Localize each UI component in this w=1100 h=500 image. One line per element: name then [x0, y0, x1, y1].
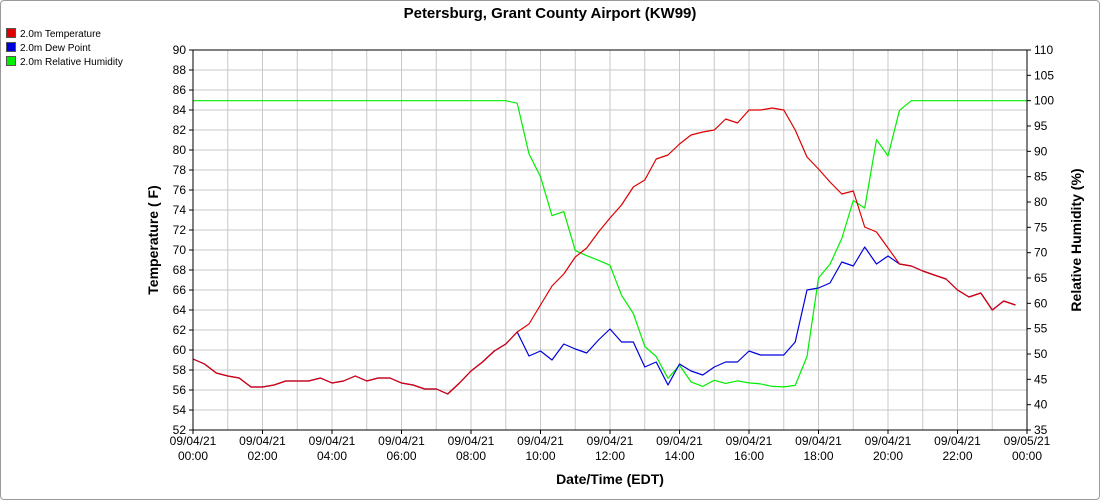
- tick-label-x-date: 09/04/21: [309, 434, 356, 448]
- tick-label-x-time: 00:00: [1012, 449, 1042, 463]
- legend-label-humidity: 2.0m Relative Humidity: [20, 57, 123, 68]
- tick-label-x-date: 09/04/21: [656, 434, 703, 448]
- series-line-temperature: [192, 107, 1016, 395]
- series-line-dew-point: [192, 246, 1016, 395]
- tick-label-right: 35: [1034, 423, 1048, 437]
- tick-label-left: 84: [173, 103, 187, 117]
- tick-label-x-date: 09/04/21: [587, 434, 634, 448]
- tick-label-left: 66: [173, 283, 187, 297]
- y-axis-label-right: Relative Humidity (%): [1068, 168, 1084, 311]
- tick-label-x-date: 09/05/21: [1004, 434, 1051, 448]
- tick-label-x-time: 02:00: [247, 449, 277, 463]
- tick-label-left: 60: [173, 343, 187, 357]
- tick-label-left: 86: [173, 83, 187, 97]
- y-axis-label-left: Temperature ( F): [145, 185, 161, 294]
- tick-label-x-time: 20:00: [873, 449, 903, 463]
- tick-label-left: 56: [173, 383, 187, 397]
- tick-label-left: 90: [173, 43, 187, 57]
- tick-label-x-date: 09/04/21: [517, 434, 564, 448]
- tick-label-right: 90: [1034, 144, 1048, 158]
- legend-swatch-temperature: [6, 28, 16, 38]
- tick-label-left: 78: [173, 163, 187, 177]
- tick-label-left: 74: [173, 203, 187, 217]
- tick-label-right: 110: [1034, 43, 1053, 57]
- tick-label-right: 95: [1034, 119, 1048, 133]
- legend-item-temperature: 2.0m Temperature: [6, 28, 123, 42]
- tick-label-x-time: 18:00: [803, 449, 833, 463]
- tick-label-x-time: 06:00: [386, 449, 416, 463]
- tick-label-x-time: 22:00: [942, 449, 972, 463]
- tick-label-x-date: 09/04/21: [726, 434, 773, 448]
- tick-label-left: 76: [173, 183, 187, 197]
- tick-label-left: 52: [173, 423, 187, 437]
- tick-label-x-date: 09/04/21: [865, 434, 912, 448]
- legend-label-dew-point: 2.0m Dew Point: [20, 43, 91, 54]
- tick-label-right: 50: [1034, 347, 1048, 361]
- legend-swatch-dew-point: [6, 42, 16, 52]
- tick-label-x-time: 08:00: [456, 449, 486, 463]
- tick-label-left: 72: [173, 223, 187, 237]
- tick-label-x-time: 16:00: [734, 449, 764, 463]
- chart-title: Petersburg, Grant County Airport (KW99): [403, 5, 697, 22]
- series-layer: [192, 100, 1027, 395]
- tick-label-left: 58: [173, 363, 187, 377]
- tick-label-left: 82: [173, 123, 187, 137]
- tick-label-x-date: 09/04/21: [448, 434, 495, 448]
- tick-label-x-time: 04:00: [317, 449, 347, 463]
- tick-label-x-date: 09/04/21: [378, 434, 425, 448]
- tick-label-x-date: 09/04/21: [170, 434, 217, 448]
- tick-label-left: 68: [173, 263, 187, 277]
- tick-label-left: 80: [173, 143, 187, 157]
- tick-label-right: 55: [1034, 322, 1048, 336]
- legend-item-humidity: 2.0m Relative Humidity: [6, 56, 123, 70]
- tick-label-right: 70: [1034, 246, 1048, 260]
- grid: [192, 49, 1028, 431]
- tick-label-right: 80: [1034, 195, 1048, 209]
- legend-label-temperature: 2.0m Temperature: [20, 29, 101, 40]
- tick-label-x-time: 14:00: [664, 449, 694, 463]
- tick-label-x-time: 12:00: [595, 449, 625, 463]
- tick-label-right: 45: [1034, 372, 1048, 386]
- x-axis-label: Date/Time (EDT): [556, 471, 664, 487]
- legend-swatch-humidity: [6, 56, 16, 66]
- tick-label-left: 70: [173, 243, 187, 257]
- tick-label-right: 40: [1034, 398, 1048, 412]
- legend-item-dew-point: 2.0m Dew Point: [6, 42, 123, 56]
- tick-label-left: 64: [173, 303, 187, 317]
- tick-label-right: 85: [1034, 170, 1048, 184]
- tick-label-x-date: 09/04/21: [934, 434, 981, 448]
- axis-ticks: 52 54 56 58 60 62 64 66 68 70 72 74 76 78 80 82 84 86 88 90…: [170, 43, 1055, 463]
- tick-label-x-time: 00:00: [178, 449, 208, 463]
- legend: 2.0m Temperature 2.0m Dew Point 2.0m Rel…: [6, 28, 123, 70]
- tick-label-right: 75: [1034, 220, 1048, 234]
- series-line-relative-humidity: [193, 100, 1027, 388]
- tick-label-right: 60: [1034, 296, 1048, 310]
- tick-label-right: 105: [1034, 68, 1054, 82]
- tick-label-right: 65: [1034, 271, 1048, 285]
- tick-label-right: 100: [1034, 94, 1054, 108]
- tick-label-x-date: 09/04/21: [239, 434, 286, 448]
- tick-label-left: 62: [173, 323, 187, 337]
- tick-label-x-time: 10:00: [525, 449, 555, 463]
- tick-label-left: 88: [173, 63, 187, 77]
- tick-label-left: 54: [173, 403, 187, 417]
- tick-label-x-date: 09/04/21: [795, 434, 842, 448]
